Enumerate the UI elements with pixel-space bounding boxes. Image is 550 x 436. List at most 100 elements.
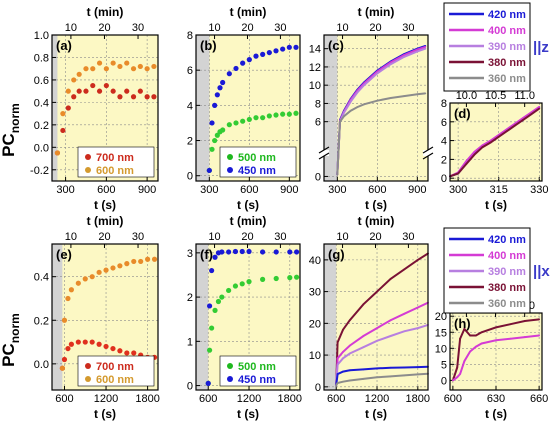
top-axis-label: t (min) [230, 5, 267, 19]
data-point [59, 365, 65, 371]
x-axis-label: t (s) [94, 407, 116, 421]
series-line [449, 105, 540, 178]
data-point [260, 276, 266, 282]
panel-e: 600 1200 1800 0.0 0.2 0.4 10 20 30 (e) t (s) t (min… [34, 214, 160, 421]
series-380-nm [449, 107, 541, 178]
data-point [474, 334, 477, 337]
data-point [356, 91, 359, 94]
panel-h: 6006306600510152010.010.511.0(h)t (s) [435, 300, 549, 421]
data-point [348, 319, 351, 322]
top-tick-label: 30 [274, 22, 286, 34]
data-point [220, 79, 226, 86]
dark-period-shade [324, 35, 338, 181]
top-tick-label: 10 [336, 22, 348, 34]
x-tick-label: 1800 [406, 393, 430, 405]
data-point [117, 63, 123, 70]
panel-g: 600 1200 1800 0 10 20 30 40 10 20 30 (g) t (s) t (min… [309, 214, 430, 421]
data-point [130, 94, 137, 100]
dark-period-shade [196, 244, 209, 390]
data-point [209, 120, 215, 126]
data-point [469, 334, 472, 337]
data-point [239, 281, 245, 287]
data-point [103, 82, 109, 89]
y-tick-label: 5 [441, 359, 447, 371]
data-point [61, 317, 68, 323]
data-point [336, 382, 339, 384]
data-point [110, 345, 116, 352]
data-point [403, 366, 406, 369]
data-point [124, 261, 130, 267]
data-point [336, 341, 339, 344]
data-point [273, 275, 279, 282]
data-point [71, 94, 77, 100]
series-450-nm [206, 44, 299, 174]
data-point [348, 379, 351, 382]
panel-label: (e) [56, 247, 72, 262]
data-point [124, 88, 130, 94]
data-point [232, 283, 239, 289]
panel-d: 300 315 330 0 2 4 6 8 10.0 10.5 11.0 (d) t (s) [441, 90, 549, 212]
data-point [530, 113, 533, 116]
plot-frame [449, 102, 543, 182]
x-tick-label: 330 [530, 184, 548, 196]
panel-b: 300 600 900 0 2 4 6 8 10 20 30 (b) t (s) t (min) 500 n… [187, 5, 301, 212]
plot-frame [323, 34, 429, 182]
data-point [212, 307, 218, 313]
data-point [214, 132, 220, 138]
data-point [416, 327, 419, 330]
data-point [416, 306, 419, 309]
top-axis-label: t (min) [358, 5, 395, 19]
data-point [389, 278, 392, 280]
data-point [240, 60, 246, 66]
data-point [137, 88, 143, 94]
data-point [342, 351, 344, 353]
data-point [495, 326, 497, 329]
x-tick-label: 600 [199, 393, 217, 405]
y-tick-label: 0.0 [34, 359, 49, 371]
data-point [389, 63, 392, 66]
x-axis-label: t (s) [485, 407, 507, 421]
series-400-nm [451, 334, 541, 382]
data-point [389, 97, 392, 99]
data-point [110, 60, 116, 66]
data-point [389, 375, 392, 378]
data-point [151, 94, 157, 100]
data-point [117, 94, 123, 100]
data-point [96, 341, 102, 347]
legend-label: 420 nm [488, 234, 526, 246]
top-tick-label: 10 [336, 231, 348, 243]
x-tick-label: 660 [530, 393, 548, 405]
axis-break-mark [318, 146, 330, 154]
legend-label: 500 nm [238, 152, 276, 164]
data-point [514, 124, 516, 127]
data-point [416, 366, 419, 369]
data-point [451, 379, 454, 382]
legend-label: 360 nm [488, 298, 526, 310]
panel-f: 600 1200 1800 0 1 2 3 10 20 30 (f) t (s) t (min) 500 … [187, 214, 302, 421]
data-point [459, 373, 461, 375]
legend-label: 380 nm [488, 57, 526, 69]
data-point [293, 110, 299, 116]
data-point [76, 71, 82, 77]
data-point [362, 368, 365, 371]
data-point [54, 150, 61, 156]
data-point [343, 115, 345, 118]
data-point [362, 335, 365, 337]
data-point [497, 135, 500, 138]
y-tick-label: 30 [309, 287, 321, 299]
data-point [336, 373, 339, 376]
data-point [376, 72, 379, 75]
x-tick-label: 300 [328, 184, 346, 196]
legend-label: 360 nm [488, 73, 526, 85]
top-tick-label: 20 [369, 231, 381, 243]
legend-label: 500 nm [238, 361, 276, 373]
data-point [362, 346, 365, 349]
axis-break-mark [422, 152, 434, 160]
polarization-label-top: ||z [533, 39, 549, 56]
y-tick-label: 0 [315, 171, 321, 183]
top-axis-label: t (min) [87, 214, 124, 228]
y-tick-label: 15 [435, 327, 447, 339]
y-tick-label: 0 [441, 173, 447, 185]
data-point [465, 163, 468, 165]
